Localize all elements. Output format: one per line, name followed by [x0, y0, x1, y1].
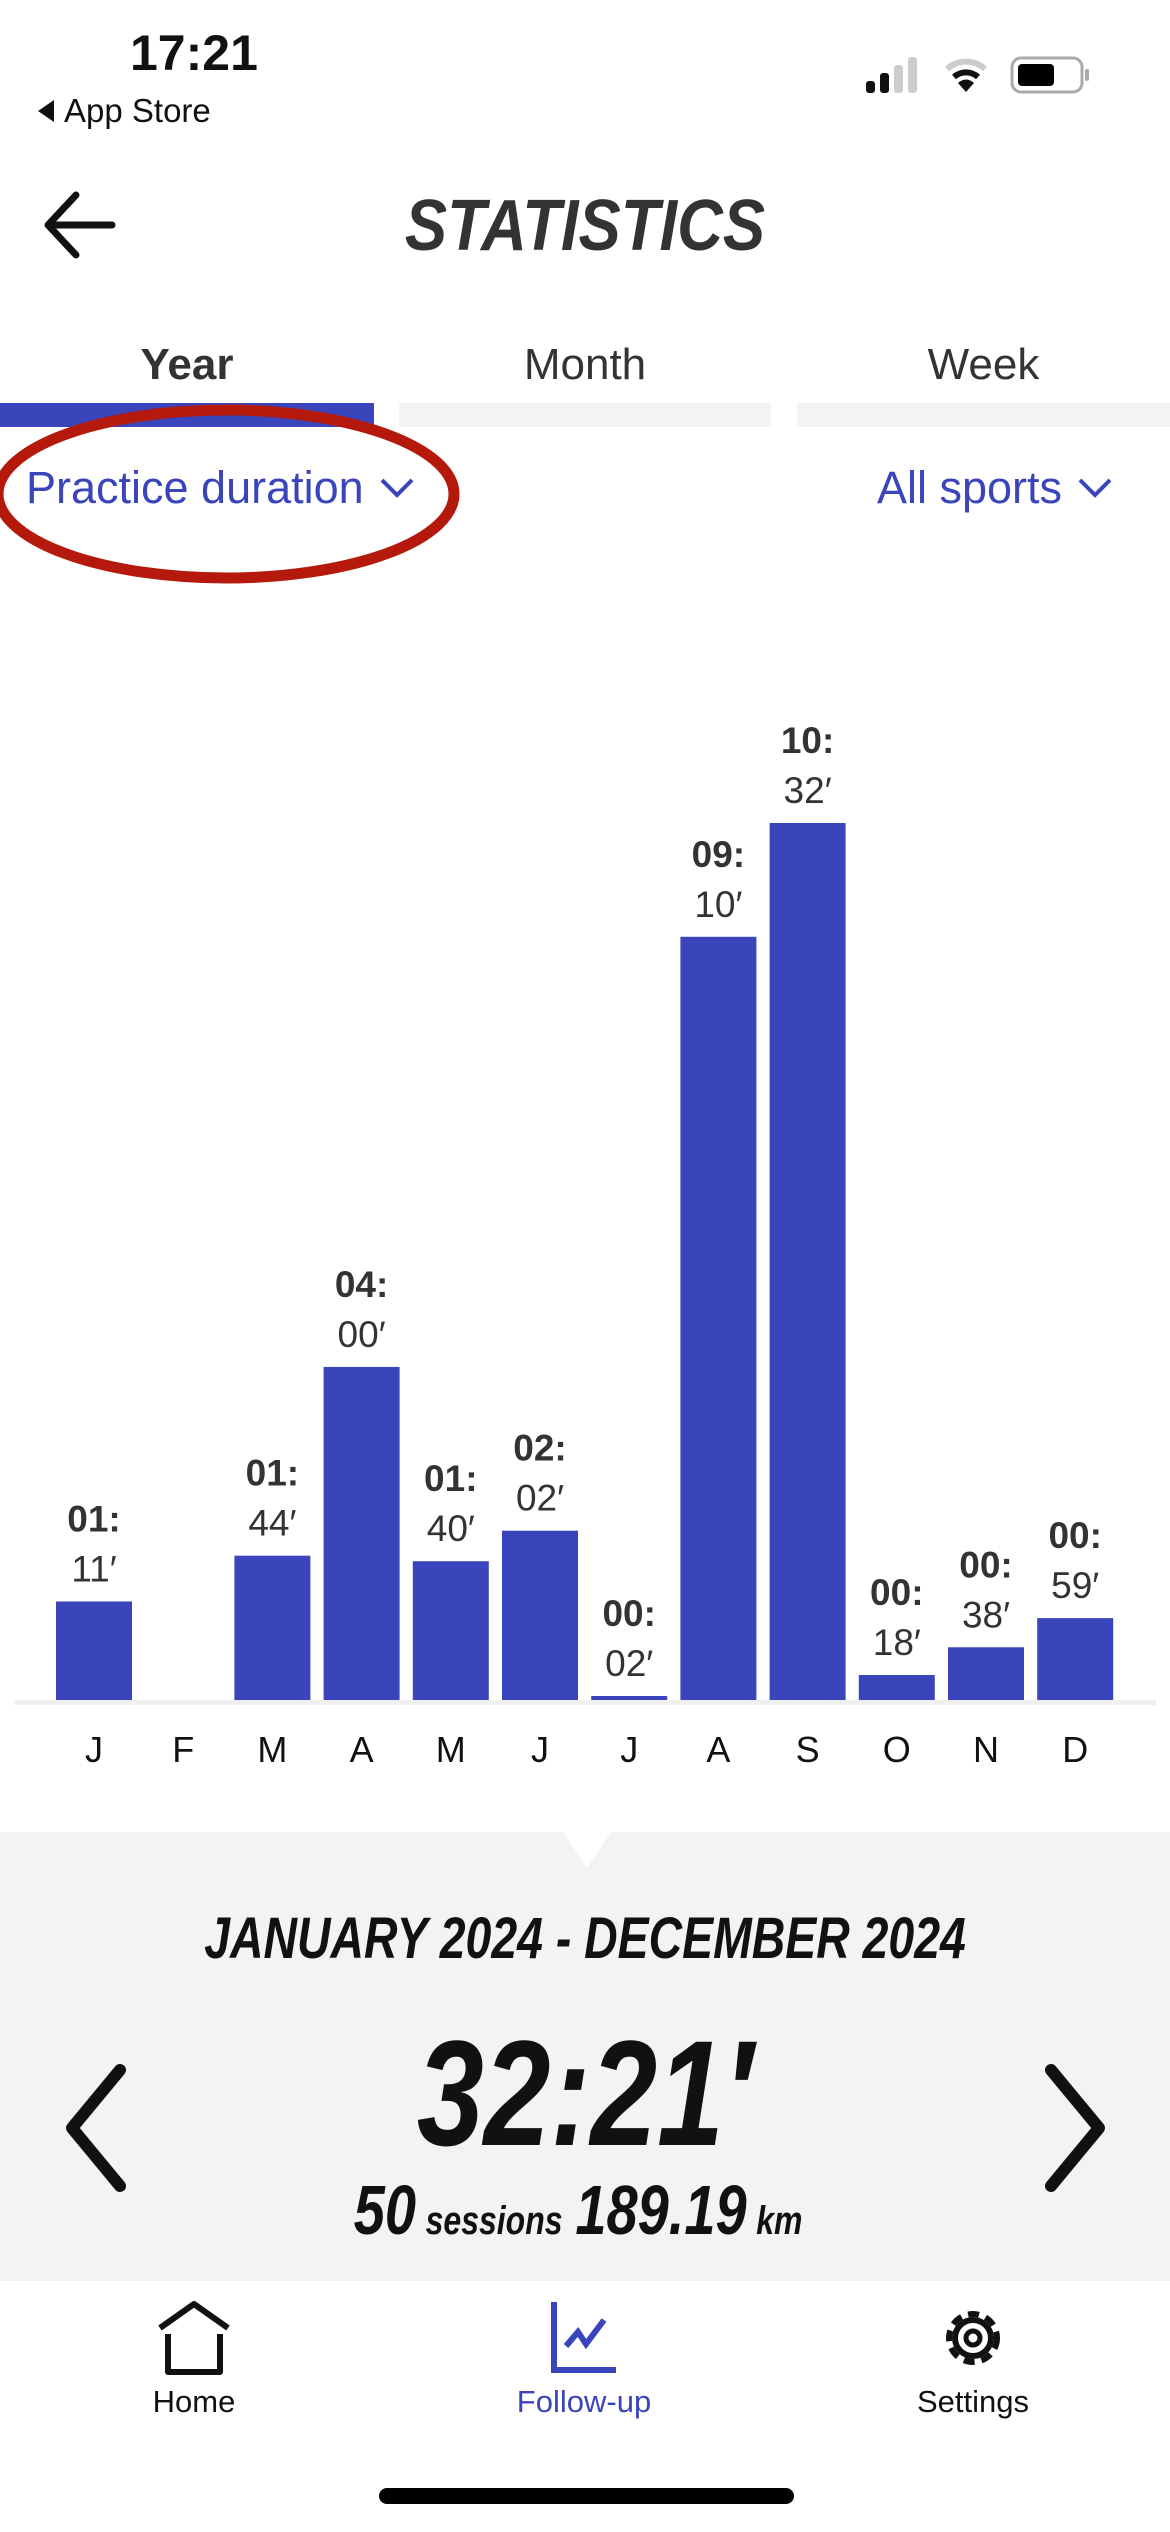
x-tick-label: A: [706, 1729, 730, 1770]
sport-dropdown[interactable]: All sports: [877, 462, 1112, 514]
bar-label-hours: 01:: [67, 1498, 120, 1539]
bar-label-hours: 00:: [959, 1544, 1012, 1585]
bar-label-minutes: 02′: [605, 1643, 653, 1684]
bar-label-hours: 00:: [602, 1593, 655, 1634]
bar: [769, 823, 846, 1700]
home-indicator: [379, 2488, 794, 2504]
summary-panel: [0, 1832, 1170, 2281]
bar-label-minutes: 00′: [338, 1314, 386, 1355]
bar-label-hours: 09:: [692, 834, 745, 875]
bar: [502, 1530, 578, 1700]
metric-label: Practice duration: [26, 462, 364, 513]
bar-label-hours: 00:: [870, 1572, 923, 1613]
date-range-text: JANUARY 2024 - DECEMBER 2024: [204, 1906, 966, 1971]
status-time: 17:21: [130, 25, 258, 81]
bar-label-minutes: 32′: [784, 770, 832, 811]
tab-month[interactable]: Month: [523, 340, 647, 389]
x-tick-label: N: [973, 1729, 999, 1770]
x-tick-label: S: [796, 1729, 820, 1770]
bar-label-minutes: 59′: [1051, 1565, 1099, 1606]
nav-settings[interactable]: Settings: [823, 2300, 1123, 2420]
bar-label-hours: 02:: [513, 1428, 566, 1469]
distance-value: 189.19: [575, 2171, 748, 2249]
bar-label-minutes: 02′: [516, 1478, 564, 1519]
bar-label-minutes: 40′: [427, 1508, 475, 1549]
bar: [858, 1675, 935, 1700]
back-to-app-store[interactable]: App Store: [38, 92, 211, 130]
bar-label-hours: 00:: [1048, 1515, 1101, 1556]
bar-label-minutes: 11′: [71, 1548, 116, 1589]
total-duration-text: 32:21′: [417, 2009, 753, 2177]
tab-week-indicator: [797, 403, 1170, 427]
back-triangle-icon: [38, 100, 54, 122]
bar: [948, 1647, 1024, 1700]
metric-dropdown[interactable]: Practice duration: [26, 462, 414, 514]
x-tick-label: J: [620, 1729, 638, 1770]
page-title: STATISTICS: [404, 186, 766, 266]
bar-label-hours: 10:: [781, 720, 834, 761]
x-tick-label: J: [85, 1729, 103, 1770]
bar-label-hours: 01:: [424, 1458, 477, 1499]
sessions-label: sessions: [426, 2199, 564, 2243]
nav-follow-up[interactable]: Follow-up: [434, 2300, 734, 2420]
sport-label: All sports: [876, 462, 1062, 513]
x-tick-label: J: [531, 1729, 549, 1770]
bar-label-minutes: 38′: [962, 1594, 1010, 1635]
bar-label-hours: 01:: [246, 1453, 299, 1494]
monthly-duration-chart: 01: 11′ J F 01: 44′ M 04: 00′ A 01: 40′ M 02: 02′ J 00: 0…: [14, 720, 1156, 1770]
panel-notch: [563, 1832, 611, 1868]
bar-label-hours: 04:: [335, 1264, 388, 1305]
back-app-label: App Store: [64, 92, 211, 129]
home-icon: [158, 2301, 230, 2375]
status-icons: [866, 56, 1090, 94]
nav-home[interactable]: Home: [44, 2300, 344, 2420]
signal-icon: [866, 57, 917, 93]
summary-line: 50 sessions 189.19 km: [0, 2170, 1170, 2250]
chevron-down-icon: [1078, 478, 1112, 498]
nav-settings-label: Settings: [916, 2384, 1029, 2419]
bar: [591, 1696, 668, 1700]
chevron-down-icon: [380, 478, 414, 498]
x-tick-label: F: [172, 1729, 194, 1770]
bar-label-minutes: 10′: [694, 884, 742, 925]
x-tick-label: A: [350, 1729, 374, 1770]
chevron-left-icon: [66, 2064, 126, 2192]
x-tick-label: D: [1062, 1729, 1088, 1770]
back-button[interactable]: [40, 185, 120, 270]
wifi-icon: [944, 58, 988, 92]
nav-follow-up-label: Follow-up: [516, 2384, 652, 2419]
tab-year[interactable]: Year: [140, 340, 234, 389]
chart-icon: [551, 2302, 616, 2373]
bar: [680, 936, 757, 1700]
nav-home-label: Home: [152, 2384, 236, 2419]
bar-label-minutes: 18′: [873, 1622, 921, 1663]
x-tick-label: M: [257, 1729, 287, 1770]
date-range: JANUARY 2024 - DECEMBER 2024: [0, 1905, 1170, 1972]
bar: [56, 1601, 132, 1700]
total-duration: 32:21′: [0, 2018, 1170, 2168]
bar-label-minutes: 44′: [248, 1503, 296, 1544]
chart-baseline: [14, 1700, 1156, 1705]
tab-week[interactable]: Week: [927, 340, 1040, 389]
next-period-button[interactable]: [1033, 2060, 1113, 2205]
previous-period-button[interactable]: [58, 2060, 138, 2205]
x-tick-label: O: [883, 1729, 911, 1770]
arrow-left-icon: [44, 191, 116, 259]
distance-unit: km: [756, 2199, 803, 2243]
x-tick-label: M: [436, 1729, 466, 1770]
bar: [412, 1561, 489, 1700]
bar: [234, 1555, 311, 1700]
gear-icon: [946, 2311, 1000, 2365]
bar: [1037, 1618, 1114, 1700]
annotation-ellipse: [0, 404, 460, 584]
tab-month-indicator: [399, 403, 771, 427]
bar: [323, 1366, 400, 1700]
chevron-right-icon: [1045, 2064, 1105, 2192]
sessions-count: 50: [354, 2171, 417, 2249]
battery-icon: [1010, 56, 1089, 94]
